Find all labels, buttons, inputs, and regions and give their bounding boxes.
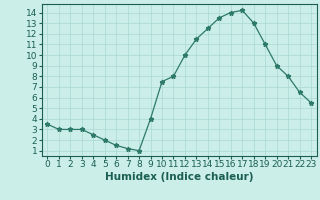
X-axis label: Humidex (Indice chaleur): Humidex (Indice chaleur) [105,172,253,182]
